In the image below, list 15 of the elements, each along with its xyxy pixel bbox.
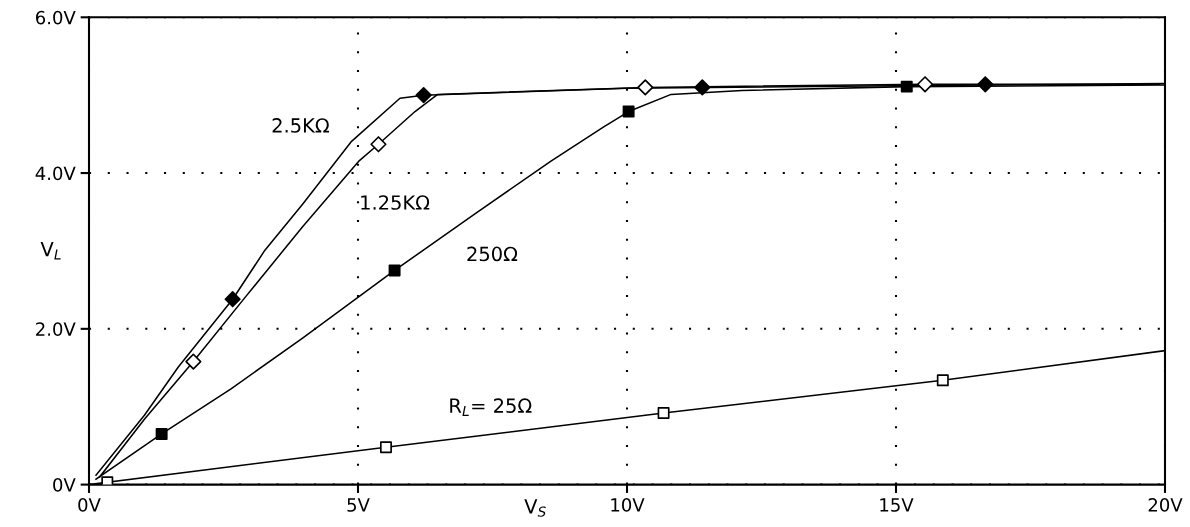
- y-tick-label: 0V: [53, 478, 76, 492]
- series-label: 2.5KΩ: [272, 118, 329, 133]
- x-tick-label: 20V: [1148, 498, 1183, 512]
- series-label: 250Ω: [467, 246, 518, 262]
- x-tick-label: 5V: [347, 498, 370, 512]
- series-label: 1.25KΩ: [361, 195, 430, 210]
- x-axis-title: V$_{S}$: [524, 499, 546, 517]
- series-label: R$_{L}$= 25Ω: [450, 398, 532, 416]
- y-tick-label: 4.0V: [35, 166, 76, 181]
- y-axis-title: V$_{L}$: [40, 242, 61, 260]
- x-tick-label: 0V: [78, 498, 101, 512]
- y-tick-label: 2.0V: [36, 322, 76, 336]
- x-tick-label: 10V: [611, 498, 645, 512]
- x-tick-label: 15V: [880, 498, 914, 512]
- y-tick-label: 6.0V: [36, 10, 76, 25]
